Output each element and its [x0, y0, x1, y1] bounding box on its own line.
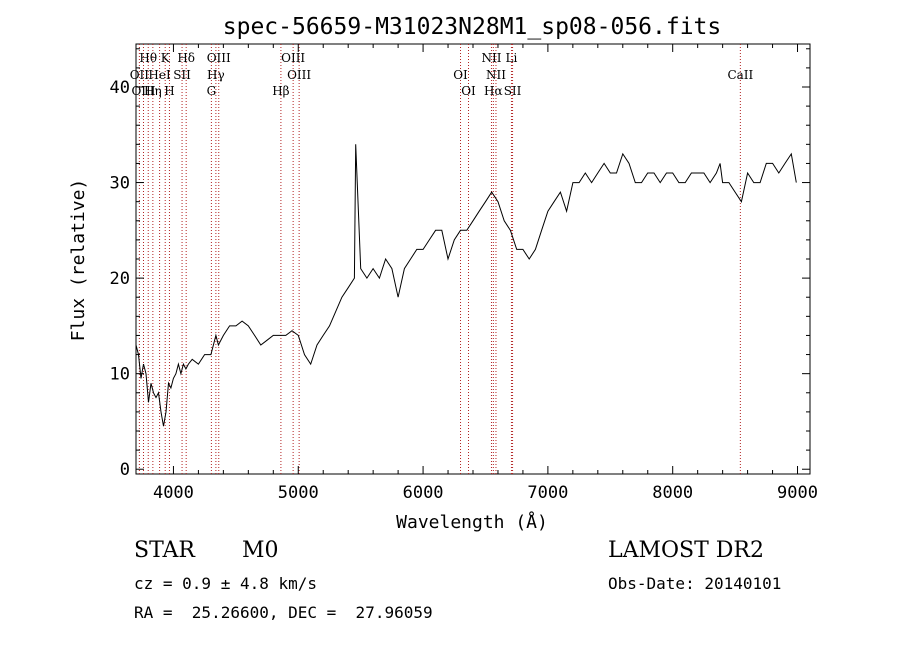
spectrum-line — [135, 144, 797, 427]
y-tick-label: 10 — [110, 365, 130, 385]
spectral-line-label: H — [164, 84, 174, 98]
x-axis-ticks: 4000 5000 6000 7000 8000 9000 — [153, 44, 818, 503]
spectral-line-label: HeI — [148, 68, 171, 82]
plot-frame — [135, 43, 811, 475]
obs-date: Obs-Date: 20140101 — [608, 574, 782, 593]
x-tick-label: 5000 — [278, 483, 319, 503]
spectral-line-label: Hη — [144, 84, 162, 98]
spectral-line-label: Li — [506, 51, 518, 65]
spectral-line-label: CaII — [727, 68, 753, 82]
spectral-line-label: Hβ — [272, 84, 289, 98]
x-axis-label: Wavelength (Å) — [396, 511, 548, 533]
spectral-line-label: OIII — [287, 68, 311, 82]
object-class: STAR — [134, 538, 195, 563]
spectral-line-label: NII — [486, 68, 506, 82]
spectral-line-label: Hα — [484, 84, 503, 98]
spectral-line-label: SII — [173, 68, 191, 82]
x-tick-label: 7000 — [527, 483, 568, 503]
spectral-line-label: OIII — [207, 51, 231, 65]
x-tick-label: 6000 — [403, 483, 444, 503]
spectral-line-label: Hδ — [177, 51, 195, 65]
spectral-line-label: SII — [504, 84, 522, 98]
spectral-line-label: OI — [461, 84, 476, 98]
spectral-line-label: Hθ — [139, 51, 157, 65]
spectral-line-label: OIII — [281, 51, 305, 65]
redshift-value: cz = 0.9 ± 4.8 km/s — [134, 574, 318, 593]
spectral-line-label: NII — [481, 51, 501, 65]
x-tick-label: 9000 — [777, 483, 818, 503]
y-tick-label: 20 — [110, 269, 130, 289]
spectral-line-label: Hγ — [207, 68, 225, 82]
chart-title: spec-56659-M31023N28M1_sp08-056.fits — [223, 14, 722, 40]
object-subclass: M0 — [242, 538, 279, 563]
y-tick-label: 30 — [110, 174, 130, 194]
y-tick-label: 40 — [110, 78, 130, 98]
coordinates: RA = 25.26600, DEC = 27.96059 — [134, 603, 433, 622]
spectral-line-label: OI — [453, 68, 468, 82]
spectral-line-label: OII — [130, 68, 150, 82]
y-axis-ticks: 0 10 20 30 40 — [110, 48, 810, 480]
y-tick-label: 0 — [120, 460, 130, 480]
spectral-line-label: K — [161, 51, 171, 65]
spectral-line-markers — [138, 44, 741, 474]
survey-name: LAMOST DR2 — [608, 538, 764, 563]
x-tick-label: 8000 — [652, 483, 693, 503]
y-axis-label: Flux (relative) — [68, 179, 89, 342]
spectral-line-label: G — [207, 84, 217, 98]
x-tick-label: 4000 — [153, 483, 194, 503]
